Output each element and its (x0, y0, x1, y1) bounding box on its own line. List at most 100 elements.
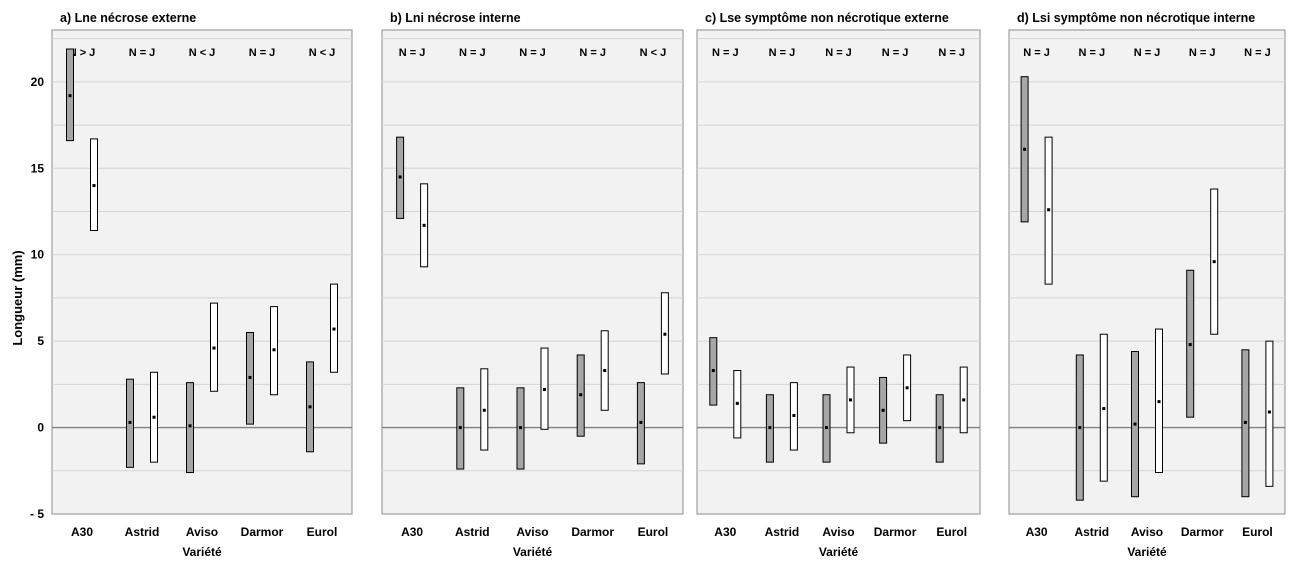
mean-marker (543, 388, 546, 392)
mean-marker (603, 369, 607, 373)
mean-marker (272, 348, 276, 352)
mean-marker (962, 398, 966, 402)
mean-marker (735, 401, 739, 405)
comparison-label: N = J (769, 47, 796, 59)
comparison-label: N = J (825, 47, 852, 59)
x-tick-label: Aviso (822, 525, 854, 539)
mean-marker (248, 375, 252, 379)
mean-marker (519, 426, 522, 430)
x-axis-label: Variété (1127, 545, 1167, 559)
comparison-label: N < J (640, 47, 667, 59)
mean-marker (881, 408, 885, 412)
mean-marker (579, 393, 583, 397)
x-axis-label: Variété (182, 545, 222, 559)
y-tick-label: - 5 (30, 507, 44, 521)
comparison-label: N = J (399, 47, 426, 59)
comparison-label: N = J (1023, 47, 1050, 59)
panel-title: b) Lni nécrose interne (390, 11, 521, 25)
mean-marker (188, 424, 192, 428)
comparison-label: N = J (1189, 47, 1216, 59)
mean-marker (1023, 147, 1027, 151)
x-tick-label: Darmor (241, 525, 284, 539)
mean-marker (1188, 343, 1192, 347)
mean-marker (332, 327, 336, 331)
mean-marker (768, 426, 772, 430)
comparison-label: N = J (712, 47, 739, 59)
chart-panel: a) Lne nécrose externe N > J A30 N = J Astri… (51, 11, 353, 559)
y-tick-labels: 20 15 10 5 0 - 5 (30, 75, 44, 521)
mean-marker (825, 426, 828, 430)
chart-panel: c) Lse symptôme non nécrotique externe N … (696, 11, 981, 559)
mean-marker (128, 420, 132, 424)
mean-marker (68, 94, 72, 98)
comparison-label: N = J (579, 47, 606, 59)
chart-panel: b) Lni nécrose interne N = J A30 N = J Astri… (381, 11, 684, 559)
x-tick-label: Aviso (186, 525, 218, 539)
panel-title: c) Lse symptôme non nécrotique externe (705, 11, 949, 25)
comparison-label: N = J (129, 47, 156, 59)
mean-marker (663, 332, 667, 336)
x-tick-label: Astrid (1074, 525, 1109, 539)
y-axis-label: Longueur (mm) (10, 250, 25, 345)
range-bar-n (186, 382, 194, 474)
mean-marker (1078, 426, 1082, 430)
x-tick-label: Aviso (516, 525, 548, 539)
x-tick-label: A30 (714, 525, 736, 539)
mean-marker (212, 346, 216, 350)
comparison-label: N = J (459, 47, 486, 59)
comparison-label: N = J (882, 47, 909, 59)
x-tick-label: Eurol (307, 525, 338, 539)
x-tick-label: A30 (401, 525, 423, 539)
mean-marker (1157, 400, 1161, 404)
mean-marker (639, 420, 643, 424)
mean-marker (92, 184, 96, 188)
panel-title: a) Lne nécrose externe (60, 11, 196, 25)
comparison-label: N = J (938, 47, 965, 59)
x-tick-label: Eurol (1242, 525, 1273, 539)
plot-area (696, 29, 981, 515)
x-tick-label: Eurol (638, 525, 669, 539)
mean-marker (938, 426, 942, 430)
x-tick-label: Eurol (936, 525, 967, 539)
mean-marker (152, 415, 156, 419)
comparison-label: N = J (1244, 47, 1271, 59)
chart-panels: a) Lne nécrose externe N > J A30 N = J Astri… (51, 11, 1286, 559)
y-tick-label: 15 (31, 161, 45, 175)
plot-area (1008, 29, 1286, 515)
x-tick-label: Darmor (571, 525, 614, 539)
comparison-label: N = J (249, 47, 276, 59)
y-tick-label: 5 (37, 334, 44, 348)
comparison-label: N < J (309, 47, 336, 59)
mean-marker (849, 398, 852, 402)
y-tick-label: 0 (37, 421, 44, 435)
comparison-label: N > J (69, 47, 96, 59)
mean-marker (1133, 422, 1137, 426)
mean-marker (1047, 208, 1051, 212)
mean-marker (711, 369, 715, 373)
mean-marker (482, 408, 486, 412)
y-tick-label: 20 (31, 75, 45, 89)
panel-title: d) Lsi symptôme non nécrotique interne (1017, 11, 1255, 25)
y-tick-label: 10 (31, 248, 45, 262)
mean-marker (792, 413, 796, 417)
range-bar-j (1265, 340, 1274, 487)
comparison-label: N = J (1078, 47, 1105, 59)
mean-marker (458, 426, 462, 430)
x-tick-label: A30 (1026, 525, 1048, 539)
comparison-label: N = J (1134, 47, 1161, 59)
plot-area (51, 29, 353, 515)
mean-marker (905, 386, 909, 390)
x-tick-label: Astrid (765, 525, 800, 539)
mean-marker (422, 223, 426, 227)
comparison-label: N = J (519, 47, 546, 59)
mean-marker (308, 405, 312, 409)
x-tick-label: Darmor (1181, 525, 1224, 539)
x-tick-label: Darmor (874, 525, 917, 539)
mean-marker (1243, 420, 1247, 424)
comparison-label: N < J (189, 47, 216, 59)
x-axis-label: Variété (819, 545, 859, 559)
x-tick-label: Astrid (125, 525, 160, 539)
x-tick-label: Aviso (1131, 525, 1163, 539)
